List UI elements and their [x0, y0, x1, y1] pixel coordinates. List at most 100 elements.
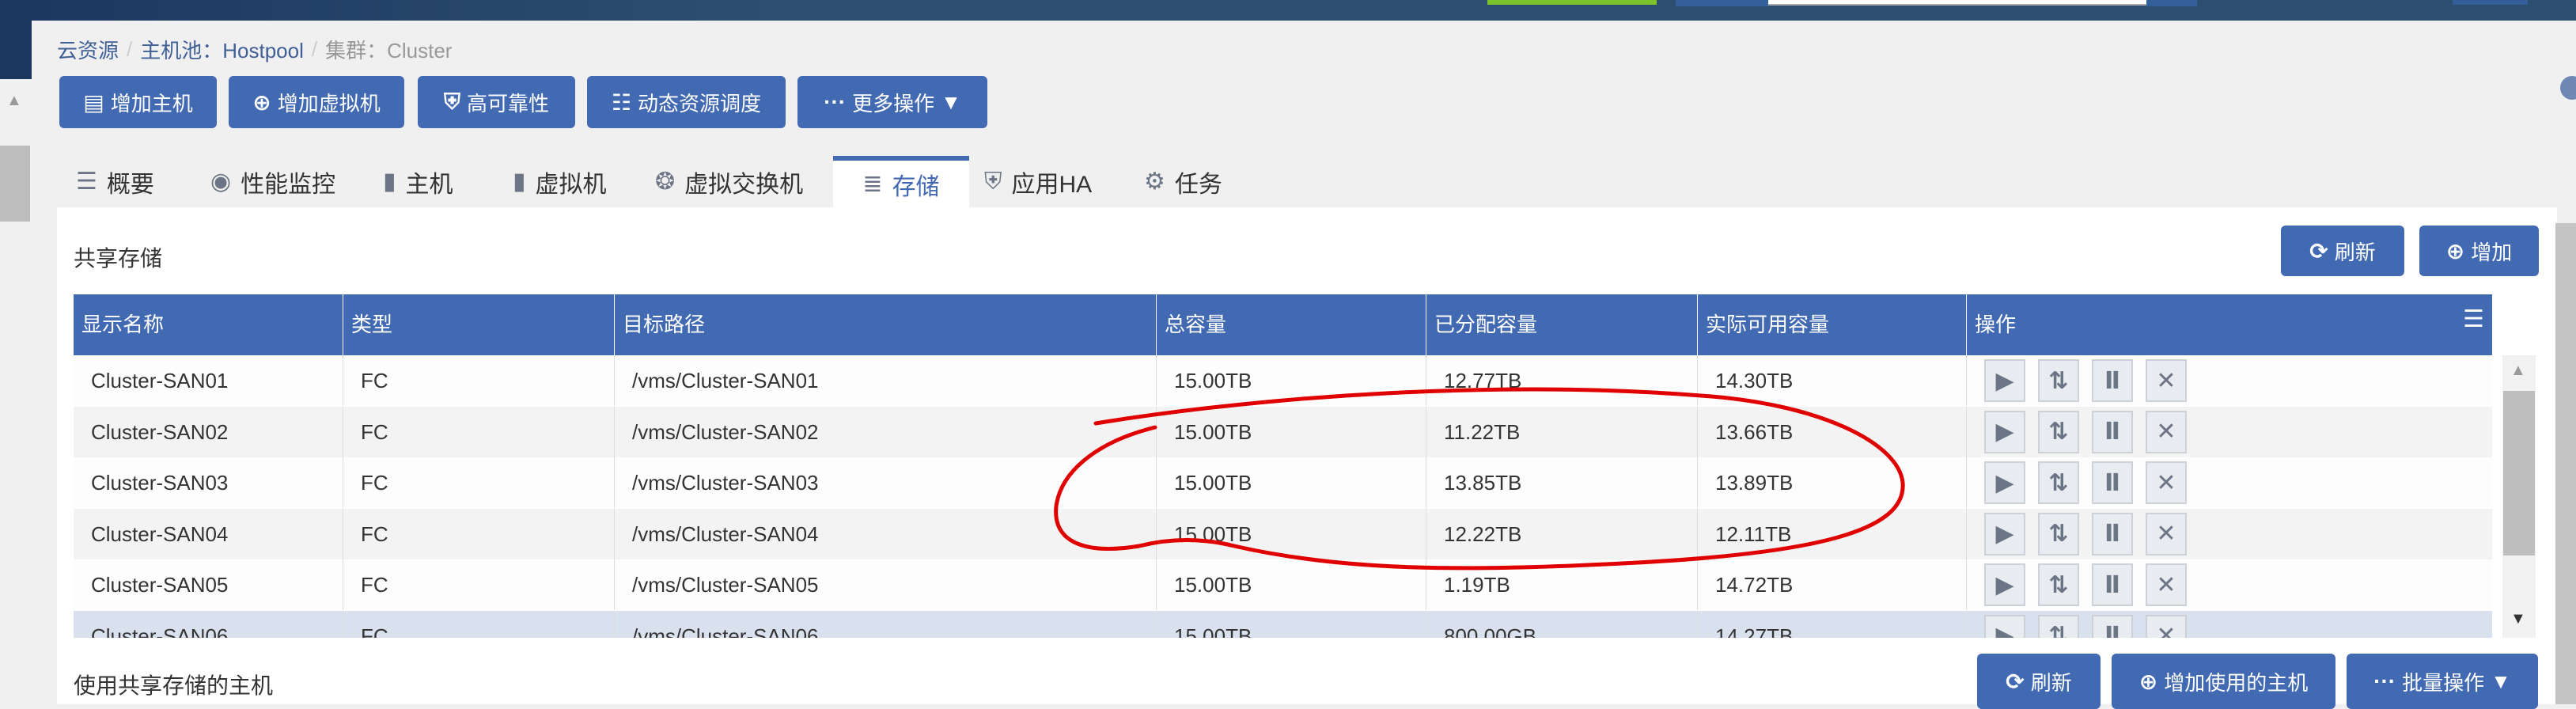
sync-icon[interactable]: ⇅ — [2038, 563, 2079, 606]
refresh-button[interactable]: ⟳ 刷新 — [2281, 226, 2404, 276]
column-header[interactable]: 类型 — [343, 294, 615, 355]
scroll-up-icon[interactable]: ▲ — [2510, 362, 2526, 379]
column-header[interactable]: 已分配容量 — [1426, 294, 1698, 355]
table-cell: /vms/Cluster-SAN02 — [615, 406, 1157, 457]
sidebar-scrollbar[interactable]: ▲ — [0, 79, 30, 704]
add-vm-button[interactable]: ⊕ 增加虚拟机 — [229, 76, 404, 128]
table-cell: 11.22TB — [1426, 406, 1698, 457]
breadcrumb-item[interactable]: 主机池：Hostpool — [140, 39, 304, 63]
column-header[interactable]: 总容量 — [1157, 294, 1426, 355]
table-cell: 15.00TB — [1157, 559, 1426, 610]
row-actions: ▶ ⇅ Ⅱ ✕ — [1984, 410, 2187, 453]
hosts-refresh-button[interactable]: ⟳ 刷新 — [1977, 654, 2101, 709]
table-cell: FC — [343, 508, 615, 559]
top-search-input[interactable] — [1768, 0, 2146, 6]
sync-icon[interactable]: ⇅ — [2038, 359, 2079, 402]
sync-icon[interactable]: ⇅ — [2038, 461, 2079, 504]
refresh-icon: ⟳ — [2006, 669, 2025, 694]
table-row[interactable]: Cluster-SAN06 FC/vms/Cluster-SAN06 15.00TB… — [74, 610, 2492, 638]
sync-icon[interactable]: ⇅ — [2038, 512, 2079, 555]
delete-icon[interactable]: ✕ — [2146, 359, 2187, 402]
delete-icon[interactable]: ✕ — [2146, 461, 2187, 504]
button-label: 动态资源调度 — [638, 91, 762, 116]
table-cell: 13.85TB — [1426, 457, 1698, 508]
page-scrollbar[interactable] — [2555, 223, 2576, 704]
delete-icon[interactable]: ✕ — [2146, 410, 2187, 453]
list-icon: ☰ — [76, 169, 97, 195]
pause-icon[interactable]: Ⅱ — [2092, 614, 2133, 638]
add-storage-button[interactable]: ⊕ 增加 — [2419, 226, 2539, 276]
caret-down-icon: ▼ — [2491, 669, 2511, 693]
tab-storage[interactable]: ≣ 存储 — [833, 156, 969, 207]
column-header[interactable]: 目标路径 — [615, 294, 1157, 355]
pause-icon[interactable]: Ⅱ — [2092, 461, 2133, 504]
table-row[interactable]: Cluster-SAN03 FC/vms/Cluster-SAN03 15.00TB… — [74, 457, 2492, 508]
scrollbar-thumb[interactable] — [0, 146, 30, 222]
delete-icon[interactable]: ✕ — [2146, 614, 2187, 638]
tab-label: 虚拟交换机 — [684, 171, 804, 198]
pause-icon[interactable]: Ⅱ — [2092, 410, 2133, 453]
pause-icon[interactable]: Ⅱ — [2092, 359, 2133, 402]
play-icon[interactable]: ▶ — [1984, 359, 2025, 402]
ellipsis-icon: ··· — [824, 89, 847, 114]
sync-icon[interactable]: ⇅ — [2038, 614, 2079, 638]
tab-overview[interactable]: ☰ 概要 — [76, 156, 154, 207]
batch-actions-button[interactable]: ··· 批量操作 ▼ — [2347, 654, 2538, 709]
table-cell: 13.89TB — [1698, 457, 1967, 508]
drs-button[interactable]: ☷ 动态资源调度 — [587, 76, 786, 128]
table-row[interactable]: Cluster-SAN01 FC/vms/Cluster-SAN01 15.00TB… — [74, 355, 2492, 406]
tab-label: 应用HA — [1011, 171, 1093, 198]
button-label: 批量操作 — [2402, 670, 2485, 695]
tab-vms[interactable]: ▮ 虚拟机 — [513, 156, 607, 207]
tab-hosts[interactable]: ▮ 主机 — [383, 156, 453, 207]
table-row[interactable]: Cluster-SAN04 FC/vms/Cluster-SAN04 15.00TB… — [74, 508, 2492, 559]
button-label: 刷新 — [2334, 240, 2376, 264]
scrollbar-thumb[interactable] — [2503, 391, 2535, 555]
top-search-button[interactable] — [2146, 0, 2197, 6]
scroll-down-icon[interactable]: ▼ — [2510, 610, 2526, 627]
webcam-icon: ◉ — [210, 169, 232, 195]
scroll-up-icon[interactable]: ▲ — [6, 92, 22, 109]
play-icon[interactable]: ▶ — [1984, 614, 2025, 638]
table-scrollbar[interactable]: ▲ ▼ — [2502, 355, 2536, 638]
pause-icon[interactable]: Ⅱ — [2092, 563, 2133, 606]
add-host-button[interactable]: ▤ 增加主机 — [59, 76, 217, 128]
play-icon[interactable]: ▶ — [1984, 563, 2025, 606]
sidebar-edge — [0, 21, 32, 79]
help-icon[interactable] — [2560, 76, 2576, 100]
tab-app-ha[interactable]: ⛨ 应用HA — [984, 156, 1092, 207]
play-icon[interactable]: ▶ — [1984, 512, 2025, 555]
breadcrumb: 云资源 / 主机池：Hostpool / 集群：Cluster — [57, 35, 452, 64]
column-header[interactable]: 实际可用容量 — [1698, 294, 1967, 355]
tab-vswitch[interactable]: ❂ 虚拟交换机 — [655, 156, 803, 207]
column-menu-icon[interactable]: ☰ — [2463, 306, 2484, 332]
sync-icon[interactable]: ⇅ — [2038, 410, 2079, 453]
table-row[interactable]: Cluster-SAN02 FC/vms/Cluster-SAN02 15.00TB… — [74, 406, 2492, 457]
breadcrumb-current: 集群：Cluster — [325, 39, 453, 63]
gear-icon: ⚙ — [1144, 169, 1165, 195]
row-actions: ▶ ⇅ Ⅱ ✕ — [1984, 563, 2187, 606]
play-icon[interactable]: ▶ — [1984, 410, 2025, 453]
table-cell: FC — [343, 355, 615, 406]
delete-icon[interactable]: ✕ — [2146, 563, 2187, 606]
row-actions: ▶ ⇅ Ⅱ ✕ — [1984, 461, 2187, 504]
table-cell: 15.00TB — [1157, 457, 1426, 508]
pause-icon[interactable]: Ⅱ — [2092, 512, 2133, 555]
play-icon[interactable]: ▶ — [1984, 461, 2025, 504]
ha-button[interactable]: ⛨ 高可靠性 — [418, 76, 575, 128]
column-header[interactable]: 显示名称 — [74, 294, 343, 355]
table-cell: 15.00TB — [1157, 406, 1426, 457]
button-label: 高可靠性 — [467, 91, 550, 116]
top-button[interactable] — [1676, 0, 1768, 6]
server-icon: ▮ — [383, 169, 396, 195]
tab-monitoring[interactable]: ◉ 性能监控 — [210, 156, 335, 207]
top-user-button[interactable] — [2453, 0, 2528, 5]
add-host-usage-button[interactable]: ⊕ 增加使用的主机 — [2112, 654, 2335, 709]
button-label: 增加虚拟机 — [277, 91, 381, 116]
table-cell: /vms/Cluster-SAN06 — [615, 610, 1157, 638]
more-actions-button[interactable]: ··· 更多操作 ▼ — [797, 76, 987, 128]
delete-icon[interactable]: ✕ — [2146, 512, 2187, 555]
breadcrumb-item[interactable]: 云资源 — [57, 39, 119, 63]
tab-tasks[interactable]: ⚙ 任务 — [1144, 156, 1222, 207]
table-row[interactable]: Cluster-SAN05 FC/vms/Cluster-SAN05 15.00TB… — [74, 559, 2492, 610]
